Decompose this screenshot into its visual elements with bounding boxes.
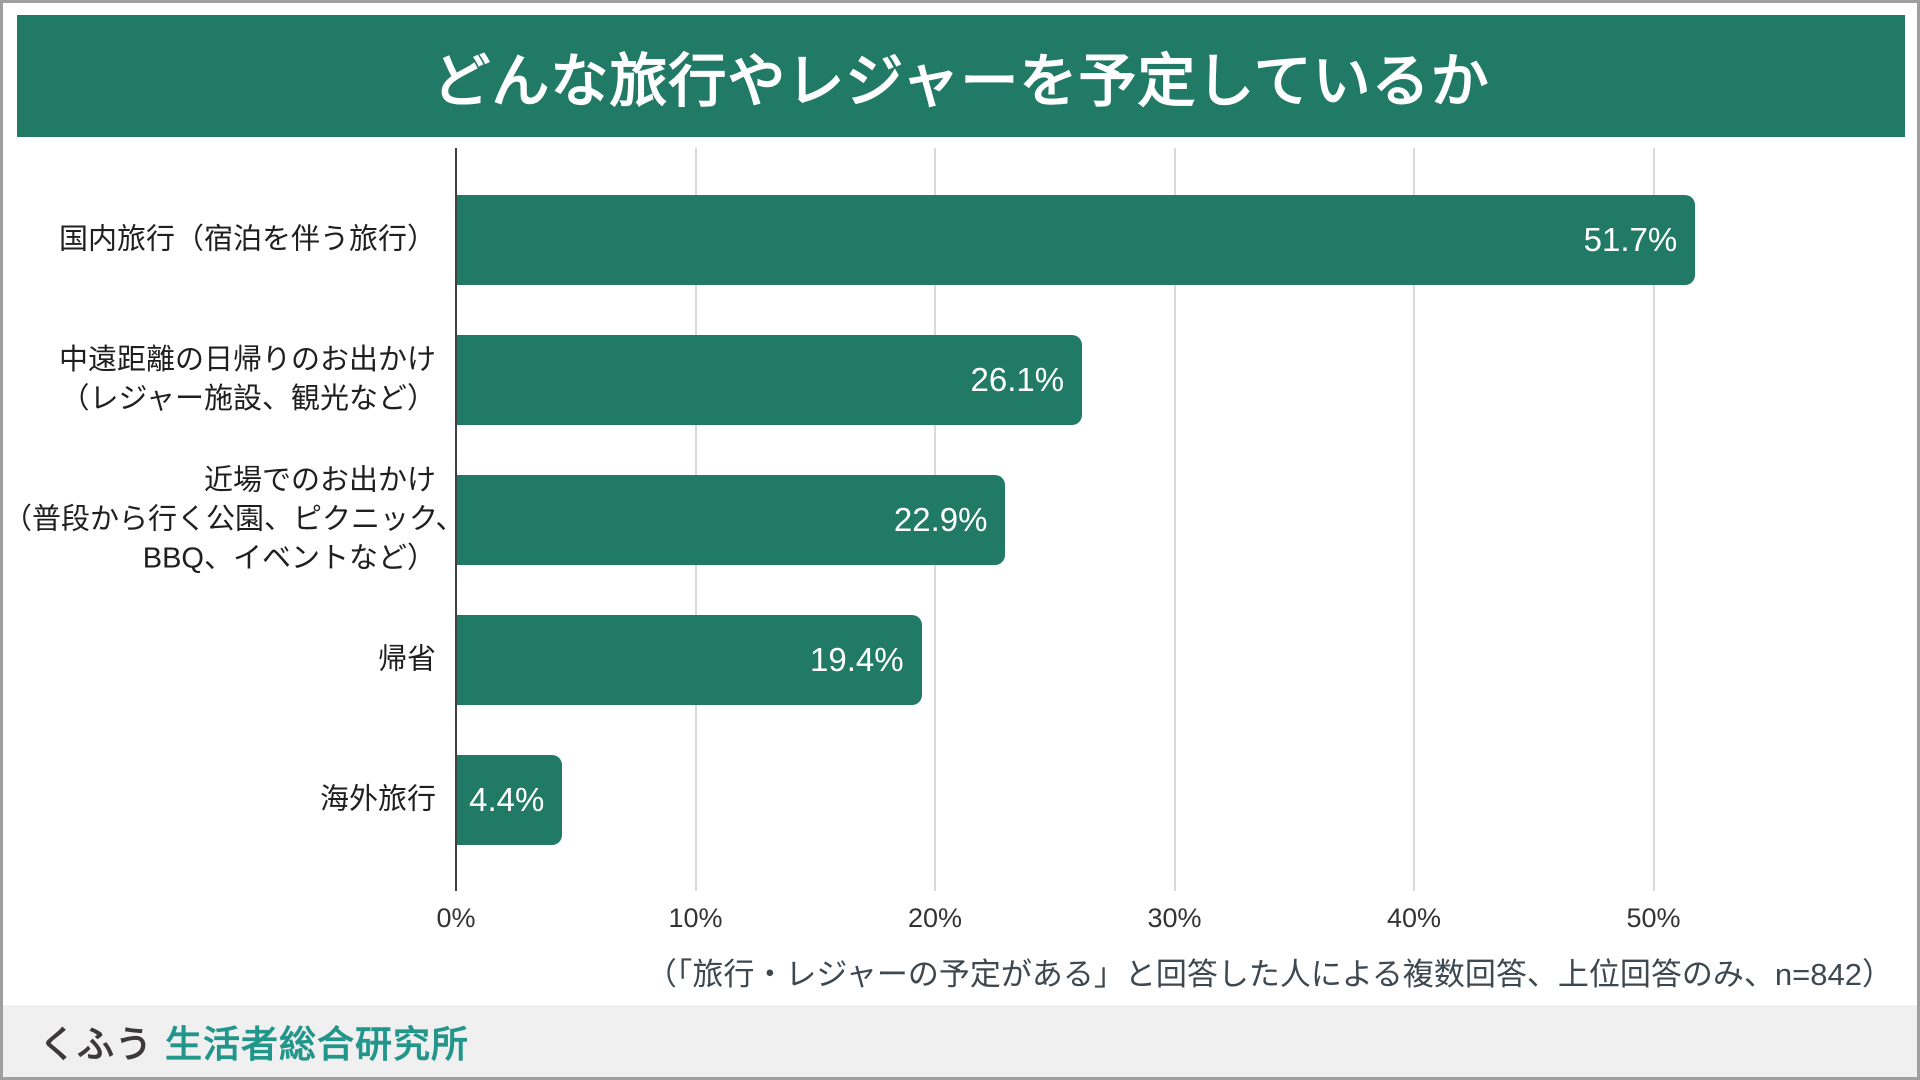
gridline	[1413, 148, 1415, 891]
bar: 26.1%	[457, 335, 1083, 425]
brand-logo-kufu: くふう	[39, 1024, 153, 1065]
brand-logo-institute: 生活者総合研究所	[165, 1024, 469, 1065]
bar-row: 近場でのお出かけ （普段から行く公園、ピクニック、 BBQ、イベントなど） 22.9%	[3, 465, 1917, 575]
y-axis-line	[455, 148, 457, 891]
category-label: 国内旅行（宿泊を伴う旅行）	[58, 223, 436, 256]
bar: 4.4%	[457, 755, 563, 845]
footer-bar: くふう 生活者総合研究所	[3, 1005, 1917, 1077]
bar: 19.4%	[457, 615, 922, 705]
bar-row: 帰省 19.4%	[3, 615, 1917, 705]
x-tick-label: 40%	[1386, 903, 1442, 933]
value-label: 51.7%	[1583, 221, 1678, 258]
bar-row: 中遠距離の日帰りのお出かけ （レジャー施設、観光など） 26.1%	[3, 335, 1917, 425]
value-label: 19.4%	[810, 641, 904, 678]
category-label: 近場でのお出かけ （普段から行く公園、ピクニック、 BBQ、イベントなど）	[3, 464, 465, 575]
x-tick-label: 0%	[436, 903, 476, 933]
x-tick-label: 20%	[907, 903, 963, 933]
value-label: 22.9%	[893, 501, 988, 538]
gridline	[1652, 148, 1655, 891]
category-label: 中遠距離の日帰りのお出かけ （レジャー施設、観光など）	[58, 344, 436, 415]
footnote: （「旅行・レジャーの予定がある」と回答した人による複数回答、上位回答のみ、n=8…	[645, 957, 1893, 992]
value-label: 4.4%	[469, 781, 545, 818]
bar: 51.7%	[457, 195, 1696, 285]
value-label: 26.1%	[970, 361, 1065, 398]
header-bar: どんな旅行やレジャーを予定しているか	[17, 15, 1905, 137]
gridline	[1173, 148, 1176, 891]
x-tick-label: 10%	[668, 903, 723, 933]
bar: 22.9%	[457, 475, 1006, 565]
bar-row: 海外旅行 4.4%	[3, 755, 1917, 845]
chart-title: どんな旅行やレジャーを予定しているか	[432, 49, 1490, 114]
x-tick-label: 30%	[1147, 903, 1202, 933]
x-tick-label: 50%	[1626, 903, 1681, 933]
bar-row: 国内旅行（宿泊を伴う旅行） 51.7%	[3, 195, 1917, 285]
category-label: 海外旅行	[319, 783, 436, 816]
category-label: 帰省	[377, 643, 436, 676]
